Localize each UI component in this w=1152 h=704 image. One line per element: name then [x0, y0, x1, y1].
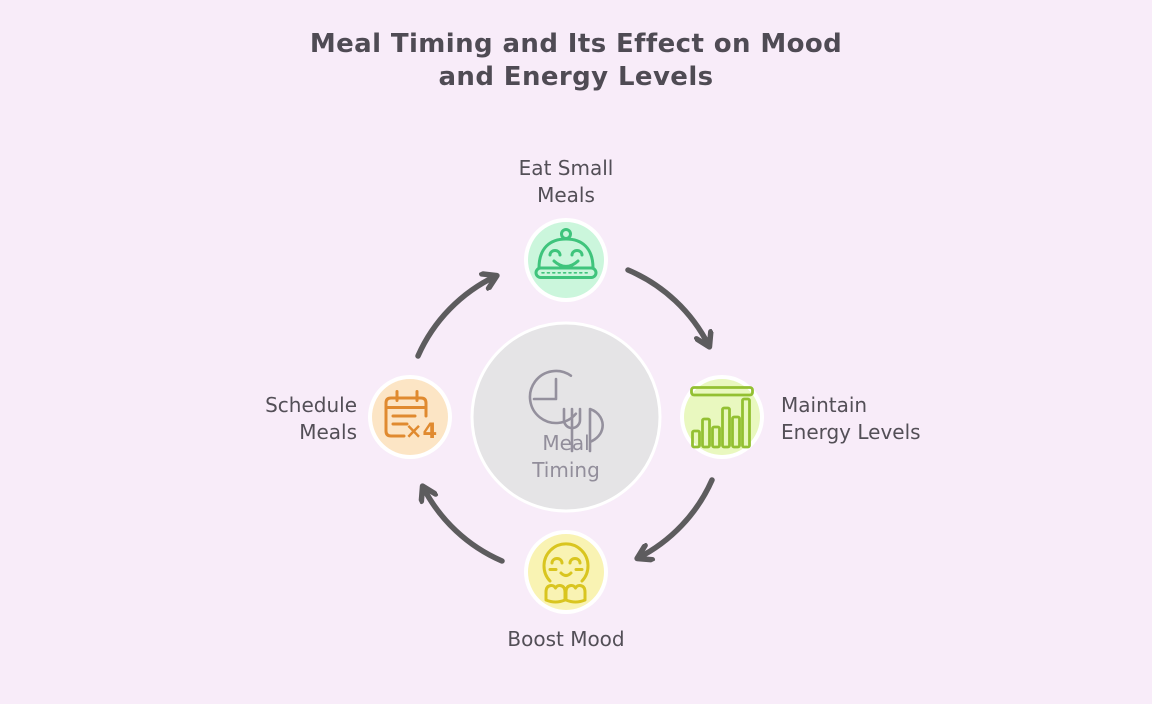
- covered-dish-smile-icon: [534, 228, 598, 279]
- label-schedule-meals: Schedule Meals: [137, 392, 357, 446]
- bar-chart-icon: [690, 386, 754, 449]
- node-schedule-meals: ×4: [367, 374, 453, 460]
- label-line-2: Meals: [299, 420, 357, 444]
- label-eat-small-meals: Eat Small Meals: [456, 155, 676, 209]
- node-eat-small-meals: [523, 217, 609, 303]
- node-maintain-energy-levels: [679, 374, 765, 460]
- center-hub: [470, 321, 662, 513]
- label-line-1: Eat Small: [518, 156, 614, 180]
- center-label-line-2: Timing: [532, 458, 600, 482]
- title-line-1: Meal Timing and Its Effect on Mood: [309, 29, 843, 59]
- node-boost-mood: [523, 529, 609, 615]
- label-line-1: Schedule: [265, 393, 357, 417]
- label-maintain-energy-levels: Maintain Energy Levels: [781, 392, 1001, 446]
- label-line-1: Boost Mood: [507, 627, 625, 651]
- calendar-icon: [384, 390, 428, 438]
- title-line-2: and Energy Levels: [438, 62, 714, 92]
- label-line-1: Maintain: [781, 393, 868, 417]
- clock-and-cutlery-icon: [528, 369, 604, 453]
- center-circle: [470, 321, 662, 513]
- page-title: Meal Timing and Its Effect on Mood and E…: [0, 28, 1152, 94]
- center-label: Meal Timing: [468, 430, 664, 484]
- label-line-2: Meals: [537, 183, 595, 207]
- center-label-line-1: Meal: [542, 431, 590, 455]
- label-line-2: Energy Levels: [781, 420, 921, 444]
- hugging-face-icon: [542, 542, 590, 604]
- label-boost-mood: Boost Mood: [456, 626, 676, 653]
- calendar-badge: ×4: [405, 419, 437, 443]
